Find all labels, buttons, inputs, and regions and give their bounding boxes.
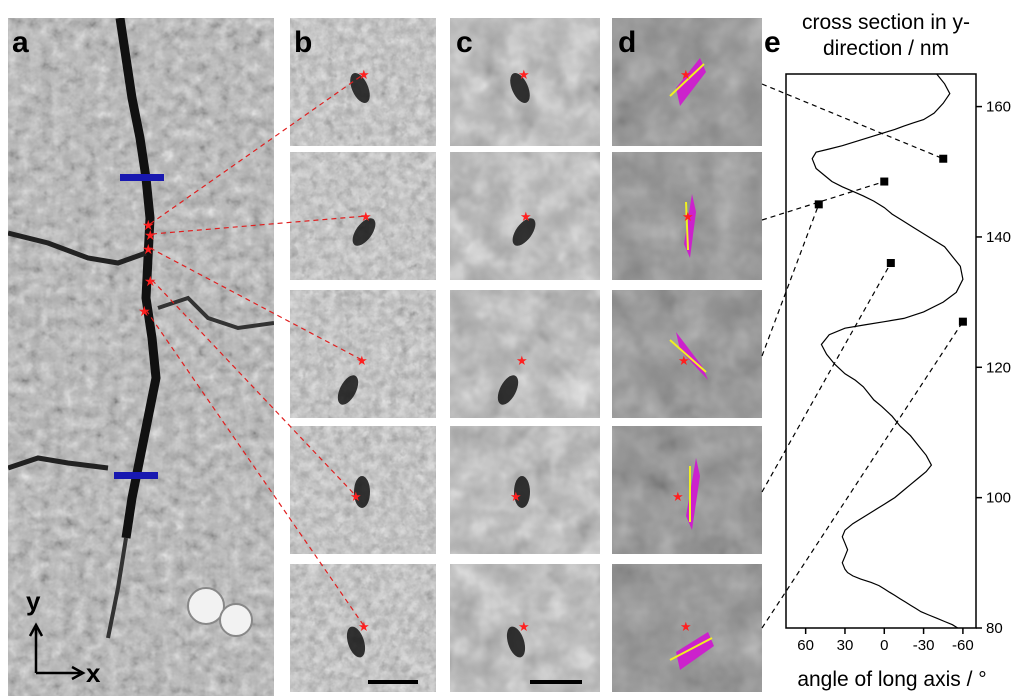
chart-plot-frame xyxy=(785,73,977,629)
long-axis-line xyxy=(685,201,689,251)
star-marker: ★ xyxy=(672,490,684,505)
panel-c-tile: ★ xyxy=(450,564,600,692)
panel-c-tile: ★ xyxy=(450,426,600,554)
panel-c-tile: ★ xyxy=(450,152,600,280)
long-axis-line xyxy=(669,637,713,661)
red-connector xyxy=(151,215,367,235)
scale-bar-b xyxy=(368,680,418,684)
data-point xyxy=(814,200,823,209)
star-marker: ★ xyxy=(144,228,157,244)
panel-label-d: d xyxy=(618,26,637,59)
axis-label-x: x xyxy=(86,658,101,688)
panel-d-tile: ★ xyxy=(612,426,762,554)
x-tick-label: -60 xyxy=(952,637,974,654)
chart-x-axis-label: angle of long axis / ° xyxy=(797,668,987,691)
panel-d-tile: ★ xyxy=(612,18,762,146)
axis-label-y: y xyxy=(26,586,41,616)
panel-label-a: a xyxy=(12,26,29,59)
black-connector xyxy=(761,180,885,221)
filament xyxy=(115,18,161,539)
panel-b-tile: ★ xyxy=(290,426,436,554)
panel-label-b: b xyxy=(294,26,313,59)
scale-bar-c xyxy=(530,680,582,684)
star-marker: ★ xyxy=(142,242,155,258)
star-marker: ★ xyxy=(356,354,368,369)
series-line xyxy=(811,73,964,629)
panel-a-tomogram: ★ ★ ★ ★ ★ xyxy=(8,18,274,696)
panel-c-tile: ★ xyxy=(450,18,600,146)
xy-axes-arrows xyxy=(28,622,86,681)
star-marker: ★ xyxy=(142,218,155,234)
star-marker: ★ xyxy=(520,210,532,225)
panel-d-tile: ★ xyxy=(612,290,762,418)
star-marker: ★ xyxy=(358,68,370,83)
blue-marker-bar xyxy=(114,472,158,479)
panel-label-e: e xyxy=(764,26,781,59)
vesicle xyxy=(219,603,253,637)
vesicle xyxy=(187,587,225,625)
panel-label-c: c xyxy=(456,26,473,59)
black-connector xyxy=(761,262,892,493)
data-point xyxy=(939,154,948,163)
star-marker: ★ xyxy=(678,354,690,369)
star-marker: ★ xyxy=(138,304,151,320)
star-marker: ★ xyxy=(350,490,362,505)
star-marker: ★ xyxy=(358,620,370,635)
red-connector xyxy=(145,309,365,627)
black-connector xyxy=(761,83,944,160)
panel-c-tile: ★ xyxy=(450,290,600,418)
y-tick-label: 140 xyxy=(986,229,1011,246)
star-marker: ★ xyxy=(680,68,692,83)
y-tick-label: 160 xyxy=(986,99,1011,116)
red-connector xyxy=(151,279,357,497)
star-marker: ★ xyxy=(680,620,692,635)
star-marker: ★ xyxy=(144,274,157,290)
x-tick-label: 60 xyxy=(797,637,814,654)
panel-b-tile: ★ xyxy=(290,18,436,146)
star-marker: ★ xyxy=(518,68,530,83)
x-tick-label: 30 xyxy=(837,637,854,654)
star-marker: ★ xyxy=(518,620,530,635)
star-marker: ★ xyxy=(510,490,522,505)
black-connector xyxy=(761,204,820,357)
star-marker: ★ xyxy=(360,210,372,225)
panel-b-tile: ★ xyxy=(290,564,436,692)
long-axis-line xyxy=(669,63,705,97)
panel-b-tile: ★ xyxy=(290,290,436,418)
long-axis-line xyxy=(669,339,707,373)
x-tick-label: 0 xyxy=(880,637,888,654)
chart-title: cross section in y-direction / nm xyxy=(801,11,971,60)
star-marker: ★ xyxy=(516,354,528,369)
panel-d-tile: ★ xyxy=(612,564,762,692)
red-connector xyxy=(149,247,363,361)
black-connector xyxy=(761,321,964,629)
star-marker: ★ xyxy=(682,210,694,225)
y-tick-label: 100 xyxy=(986,490,1011,507)
x-tick-label: -30 xyxy=(913,637,935,654)
panel-a-image: ★ ★ ★ ★ ★ xyxy=(8,18,274,696)
y-tick-label: 120 xyxy=(986,359,1011,376)
red-connector xyxy=(149,73,365,225)
blue-marker-bar xyxy=(120,174,164,181)
panel-d-tile: ★ xyxy=(612,152,762,280)
data-point xyxy=(958,317,967,326)
y-tick-label: 80 xyxy=(986,620,1003,637)
